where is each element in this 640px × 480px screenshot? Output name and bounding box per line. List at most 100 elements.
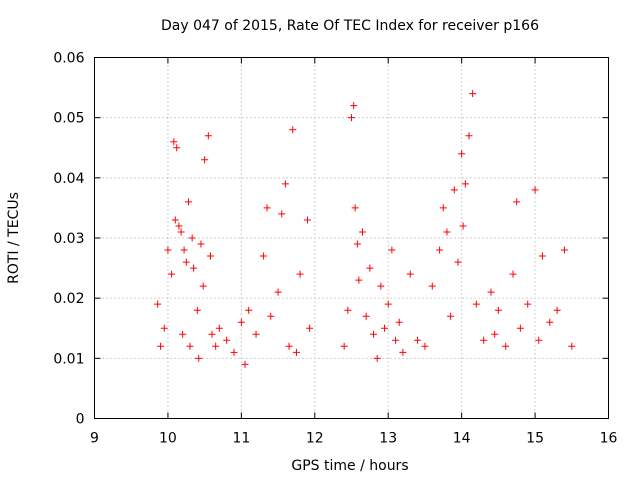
data-point: [392, 336, 400, 344]
data-point: [348, 114, 355, 122]
data-point: [359, 228, 367, 236]
y-axis-label: ROTI / TECUs: [6, 192, 22, 284]
data-point: [461, 180, 469, 188]
data-point: [447, 312, 455, 320]
data-point: [355, 276, 363, 284]
data-point: [553, 306, 561, 314]
data-point: [465, 132, 473, 140]
data-point: [193, 306, 201, 314]
data-points: [154, 90, 576, 368]
data-point: [168, 270, 176, 278]
y-tick-label: 0.04: [53, 171, 84, 187]
grid-lines: [94, 57, 609, 419]
x-tick-label: 15: [526, 431, 544, 447]
x-tick-label: 10: [159, 431, 177, 447]
x-tick-label: 16: [600, 431, 618, 447]
chart-title: Day 047 of 2015, Rate Of TEC Index for r…: [161, 18, 539, 34]
data-point: [190, 264, 198, 272]
data-point: [436, 246, 444, 254]
data-point: [303, 216, 311, 224]
data-point: [491, 330, 499, 338]
data-point: [170, 138, 178, 146]
data-point: [267, 312, 275, 320]
data-point: [454, 258, 462, 266]
data-point: [157, 342, 165, 350]
data-point: [199, 282, 207, 290]
data-point: [560, 246, 568, 254]
data-point: [516, 324, 524, 332]
data-point: [195, 354, 203, 362]
data-point: [306, 324, 314, 332]
data-point: [289, 126, 297, 134]
data-point: [494, 306, 502, 314]
x-tick-label: 11: [232, 431, 250, 447]
data-point: [186, 342, 194, 350]
data-point: [443, 228, 451, 236]
data-point: [241, 360, 249, 368]
data-point: [546, 318, 554, 326]
y-tick-label: 0.01: [53, 351, 84, 367]
y-tick-label: 0.05: [53, 111, 84, 127]
data-point: [285, 342, 293, 350]
data-point: [439, 204, 447, 212]
data-point: [472, 300, 480, 308]
x-tick-label: 13: [379, 431, 397, 447]
data-point: [197, 240, 205, 248]
axis-ticks: [94, 57, 609, 419]
data-point: [237, 318, 245, 326]
data-point: [160, 324, 168, 332]
data-point: [164, 246, 172, 254]
data-point: [353, 240, 361, 248]
data-point: [259, 252, 267, 260]
data-point: [180, 246, 188, 254]
data-point: [154, 300, 162, 308]
data-point: [384, 300, 392, 308]
data-point: [395, 318, 403, 326]
data-point: [208, 330, 216, 338]
data-point: [568, 342, 576, 350]
data-point: [201, 156, 209, 164]
data-point: [340, 342, 348, 350]
data-point: [245, 306, 253, 314]
data-point: [351, 204, 359, 212]
data-point: [188, 234, 196, 242]
data-point: [513, 198, 521, 206]
data-point: [502, 342, 510, 350]
data-point: [458, 150, 466, 158]
data-point: [480, 336, 488, 344]
data-point: [370, 330, 378, 338]
x-tick-label: 12: [306, 431, 324, 447]
x-axis-label: GPS time / hours: [291, 458, 408, 474]
y-tick-labels: 0 0.01 0.02 0.03 0.04 0.05 0.06: [53, 51, 84, 428]
data-point: [263, 204, 271, 212]
data-point: [204, 132, 212, 140]
data-point: [292, 348, 300, 356]
data-point: [278, 210, 286, 218]
data-point: [350, 102, 358, 110]
data-point: [215, 324, 223, 332]
data-point: [179, 330, 187, 338]
data-point: [177, 228, 185, 236]
data-point: [212, 342, 220, 350]
y-tick-label: 0: [76, 412, 85, 428]
data-point: [184, 198, 192, 206]
data-point: [281, 180, 289, 188]
data-point: [531, 186, 539, 194]
data-point: [223, 336, 231, 344]
data-point: [535, 336, 543, 344]
data-point: [377, 282, 385, 290]
data-point: [171, 216, 179, 224]
data-point: [366, 264, 374, 272]
data-point: [362, 312, 370, 320]
data-point: [381, 324, 389, 332]
data-point: [182, 258, 190, 266]
data-point: [274, 288, 282, 296]
data-point: [487, 288, 495, 296]
data-point: [373, 354, 381, 362]
data-point: [173, 144, 181, 152]
data-point: [388, 246, 396, 254]
data-point: [406, 270, 414, 278]
data-point: [450, 186, 458, 194]
data-point: [524, 300, 532, 308]
